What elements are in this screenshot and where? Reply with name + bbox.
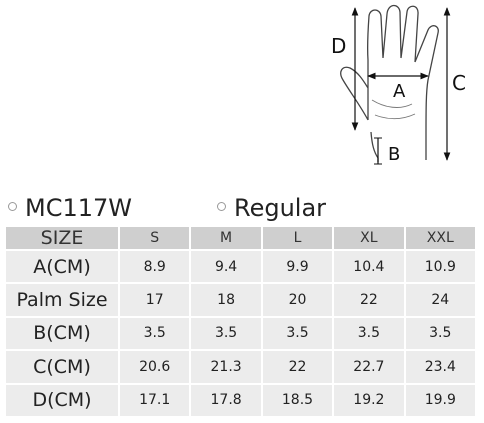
fit-heading: Regular xyxy=(217,194,326,222)
header-cell: M xyxy=(191,227,261,249)
table-cell: 21.3 xyxy=(191,351,261,383)
table-cell: 10.4 xyxy=(334,251,404,283)
table-row: Palm Size 17 18 20 22 24 xyxy=(6,284,475,316)
label-d: D xyxy=(331,34,346,58)
table-row: D(CM) 17.1 17.8 18.5 19.2 19.9 xyxy=(6,384,475,416)
table-cell: 10.9 xyxy=(405,251,475,283)
hand-outline xyxy=(340,4,439,162)
table-cell: 18.5 xyxy=(262,384,333,416)
table-cell: 22 xyxy=(262,351,333,383)
fit-type: Regular xyxy=(234,194,327,222)
table-header-row: SIZE S M L XL XXL xyxy=(6,227,475,249)
table-cell: 20.6 xyxy=(120,351,190,383)
table-cell: 23.4 xyxy=(405,351,475,383)
row-label: D(CM) xyxy=(6,384,118,416)
table-cell: 9.9 xyxy=(262,251,333,283)
model-number: MC117W xyxy=(25,194,133,222)
label-b: B xyxy=(388,144,400,165)
row-label: C(CM) xyxy=(6,351,118,383)
table-cell: 3.5 xyxy=(262,317,333,350)
size-chart-table: SIZE S M L XL XXL A(CM) 8.9 9.4 9.9 10.4… xyxy=(4,225,477,418)
row-label: A(CM) xyxy=(6,251,118,283)
table-cell: 19.2 xyxy=(334,384,404,416)
table-cell: 17 xyxy=(120,284,190,316)
header-cell: L xyxy=(262,227,333,249)
table-cell: 3.5 xyxy=(405,317,475,350)
row-label: B(CM) xyxy=(6,317,118,350)
table-cell: 20 xyxy=(262,284,333,316)
table-cell: 17.8 xyxy=(191,384,261,416)
header-cell: XL xyxy=(334,227,404,249)
bullet-icon xyxy=(217,201,226,211)
header-cell: S xyxy=(120,227,190,249)
table-row: A(CM) 8.9 9.4 9.9 10.4 10.9 xyxy=(6,251,475,283)
row-label: Palm Size xyxy=(6,284,118,316)
table-cell: 9.4 xyxy=(191,251,261,283)
table-cell: 18 xyxy=(191,284,261,316)
label-c: C xyxy=(452,71,466,95)
table-row: B(CM) 3.5 3.5 3.5 3.5 3.5 xyxy=(6,317,475,350)
table-cell: 17.1 xyxy=(120,384,190,416)
table-cell: 22 xyxy=(334,284,404,316)
label-a: A xyxy=(393,81,406,102)
table-cell: 19.9 xyxy=(405,384,475,416)
model-heading: MC117W xyxy=(8,194,132,222)
header-cell: SIZE xyxy=(6,227,118,249)
table-cell: 22.7 xyxy=(334,351,404,383)
header-cell: XXL xyxy=(405,227,475,249)
table-cell: 3.5 xyxy=(120,317,190,350)
table-cell: 8.9 xyxy=(120,251,190,283)
bullet-icon xyxy=(8,201,17,211)
table-row: C(CM) 20.6 21.3 22 22.7 23.4 xyxy=(6,351,475,383)
table-cell: 3.5 xyxy=(191,317,261,350)
table-cell: 24 xyxy=(405,284,475,316)
table-cell: 3.5 xyxy=(334,317,404,350)
hand-measurement-diagram: A B C D xyxy=(331,4,466,165)
